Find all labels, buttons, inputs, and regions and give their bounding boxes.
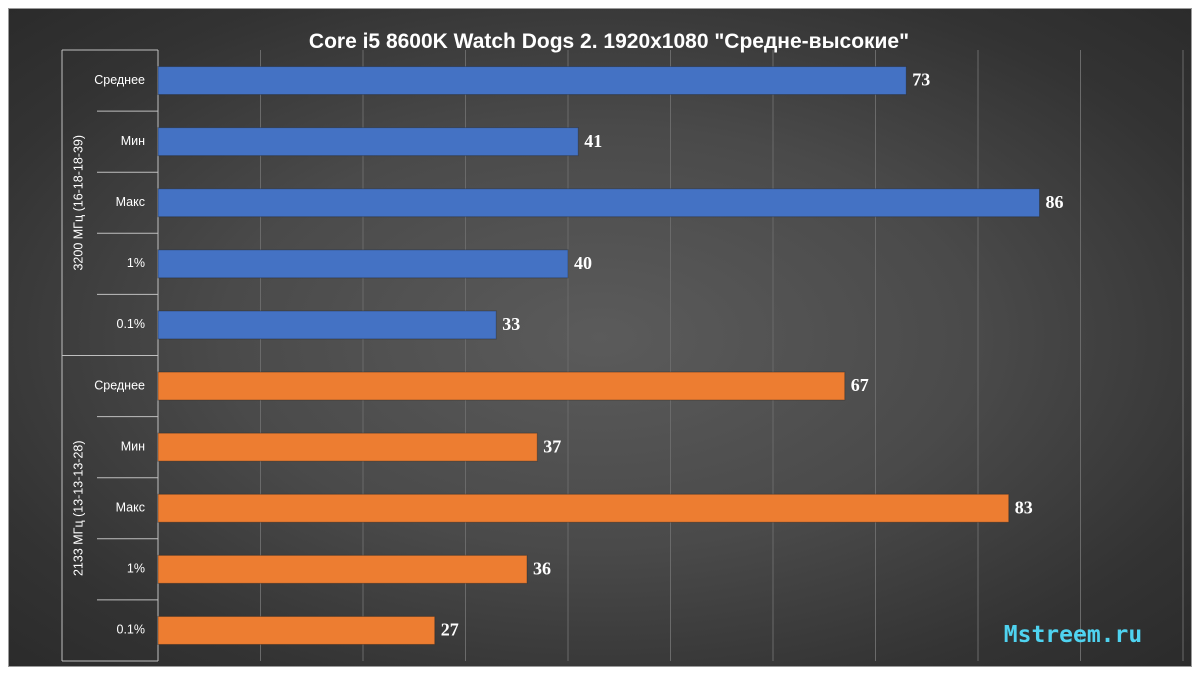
chart-frame: 3200 МГц (16-18-18-39) Среднее Мин Макс 1% 0.… [8, 8, 1192, 667]
data-label: 86 [1046, 192, 1064, 212]
bar [157, 615, 436, 645]
group-label: 3200 МГц (16-18-18-39) [71, 135, 85, 271]
category-label: 1% [127, 562, 145, 576]
category-label: 1% [127, 256, 145, 270]
bar [157, 554, 528, 584]
category-label: 0.1% [117, 317, 146, 331]
data-label: 41 [584, 131, 602, 151]
data-label: 40 [574, 253, 592, 273]
data-label: 36 [533, 558, 551, 578]
bar [157, 249, 569, 279]
bar [157, 188, 1040, 218]
data-label: 73 [912, 70, 930, 90]
bar [157, 66, 907, 96]
bar [157, 310, 497, 340]
chart-title: Core i5 8600K Watch Dogs 2. 1920x1080 "С… [309, 30, 909, 53]
data-label: 67 [851, 375, 869, 395]
data-label: 83 [1015, 497, 1033, 517]
category-label: 0.1% [117, 623, 146, 637]
bar [157, 371, 846, 401]
group-label: 2133 МГц (13-13-13-28) [71, 440, 85, 576]
watermark: Mstreem.ru [1004, 622, 1142, 648]
category-label: Мин [121, 439, 145, 453]
bar [157, 432, 538, 462]
data-label: 33 [502, 314, 520, 334]
category-label: Макс [116, 195, 145, 209]
bar-chart: 3200 МГц (16-18-18-39) Среднее Мин Макс 1% 0.… [61, 30, 1184, 662]
data-label: 37 [543, 436, 561, 456]
data-label: 27 [441, 620, 459, 640]
bars: 73 41 86 40 33 67 37 83 36 27 [157, 66, 1064, 645]
category-label: Макс [116, 501, 145, 515]
bar [157, 127, 579, 157]
category-axis: 3200 МГц (16-18-18-39) Среднее Мин Макс 1% 0.… [61, 49, 159, 662]
category-label: Мин [121, 134, 145, 148]
category-label: Среднее [94, 378, 145, 392]
bar [157, 493, 1010, 523]
category-label: Среднее [94, 73, 145, 87]
